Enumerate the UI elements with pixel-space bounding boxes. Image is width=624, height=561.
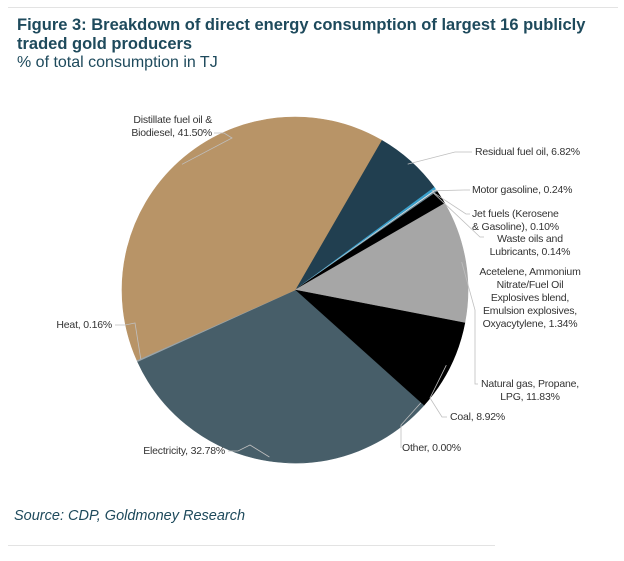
chart-subtitle: % of total consumption in TJ	[17, 54, 218, 71]
data-label: Jet fuels (Kerosene & Gasoline), 0.10%	[472, 208, 559, 233]
pie-slice-natural-gas-propane-lpg	[294, 202, 469, 324]
chart-title: Figure 3: Breakdown of direct energy con…	[17, 16, 586, 53]
data-label: Residual fuel oil, 6.82%	[475, 146, 580, 158]
source-note: Source: CDP, Goldmoney Research	[14, 508, 246, 524]
leader-line	[400, 402, 422, 448]
leader-line	[429, 365, 447, 418]
data-label: Acetelene, Ammonium Nitrate/Fuel Oil Explo…	[479, 266, 581, 330]
pie-slices	[121, 116, 469, 464]
data-label: Electricity, 32.78%	[143, 445, 225, 457]
leader-line	[461, 261, 478, 385]
leader-lines	[115, 132, 484, 458]
top-divider	[8, 7, 618, 8]
leader-line	[115, 322, 142, 360]
bottom-divider	[8, 545, 495, 546]
leader-line	[433, 192, 484, 238]
data-label: Coal, 8.92%	[450, 411, 505, 423]
leader-line	[431, 189, 470, 192]
data-label: Distillate fuel oil & Biodiesel, 41.50%	[131, 114, 212, 139]
leader-line	[432, 191, 470, 215]
data-label: Other, 0.00%	[402, 442, 461, 454]
data-label: Natural gas, Propane, LPG, 11.83%	[481, 378, 579, 403]
leader-line	[181, 132, 233, 165]
data-labels: Residual fuel oil, 6.82% Motor gasoline, …	[56, 114, 581, 457]
data-label: Heat, 0.16%	[56, 319, 112, 331]
leader-line	[228, 444, 270, 458]
data-label: Waste oils and Lubricants, 0.14%	[490, 233, 571, 258]
pie-slice-distillate-fuel-oil-biodiesel	[121, 116, 382, 361]
leader-line	[407, 151, 472, 165]
pie-slice-coal	[293, 289, 466, 406]
pie-slice-electricity	[137, 289, 425, 464]
data-label: Motor gasoline, 0.24%	[472, 184, 572, 196]
